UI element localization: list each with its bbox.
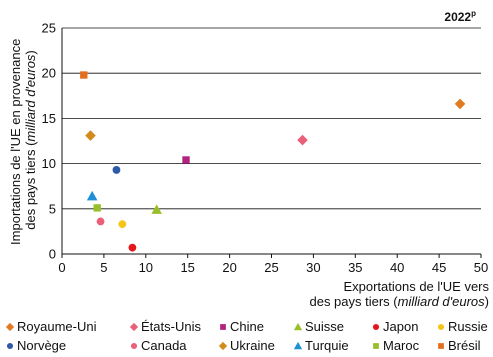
- legend-label-etats-unis: États-Unis: [141, 319, 201, 334]
- x-tick-label-40: 40: [390, 260, 404, 275]
- legend-marker-japon: [372, 323, 380, 331]
- point-canada: [96, 217, 105, 226]
- legend-label-turquie: Turquie: [305, 338, 349, 353]
- legend-label-japon: Japon: [383, 319, 418, 334]
- x-axis-title-line1: Exportations de l'UE vers: [343, 279, 489, 294]
- point-royaume-uni: [454, 98, 466, 110]
- data-points: [80, 71, 466, 252]
- y-tick-label-5: 5: [49, 201, 56, 216]
- axes: [61, 28, 482, 258]
- y-axis-title-line2-suffix: ): [23, 50, 38, 54]
- x-tick-label-15: 15: [180, 260, 194, 275]
- y-axis-title-line2-prefix: des pays tiers (: [23, 141, 38, 230]
- chart-year-label: 2022p: [444, 9, 476, 24]
- y-tick-label-0: 0: [49, 247, 56, 262]
- legend-label-suisse: Suisse: [305, 319, 344, 334]
- point-bresil: [80, 71, 88, 79]
- y-axis-title-line2-italic: milliard d'euros: [23, 54, 38, 142]
- point-norvege: [112, 166, 121, 174]
- legend-marker-canada: [130, 342, 138, 350]
- y-axis-title: Importations de l'UE en provenance des p…: [8, 35, 38, 245]
- x-tick-label-0: 0: [58, 260, 65, 275]
- x-tick-label-30: 30: [306, 260, 320, 275]
- legend-marker-russie: [437, 323, 445, 331]
- x-tick-labels: 0 5 10 15 20 25 30 35 40 45 50: [58, 260, 488, 275]
- legend-marker-norvege: [6, 342, 14, 350]
- point-russie: [118, 220, 127, 229]
- legend-marker-bresil: [438, 343, 444, 349]
- point-suisse: [151, 204, 162, 214]
- legend-label-maroc: Maroc: [383, 338, 420, 353]
- y-tick-label-25: 25: [42, 21, 56, 36]
- legend-label-russie: Russie: [448, 319, 488, 334]
- point-ukraine: [85, 130, 96, 141]
- y-tick-labels: 0 5 10 15 20 25: [42, 21, 56, 262]
- legend-marker-royaume-uni: [5, 322, 15, 332]
- legend-marker-maroc: [373, 343, 379, 349]
- legend-marker-suisse: [293, 322, 303, 331]
- x-axis-title-line2-suffix: ): [485, 294, 489, 309]
- chart-year-superscript: p: [471, 9, 476, 18]
- legend-label-royaume-uni: Royaume-Uni: [17, 319, 97, 334]
- point-turquie: [86, 190, 98, 201]
- x-axis-title-line2-prefix: des pays tiers (: [309, 294, 398, 309]
- y-tick-label-15: 15: [42, 111, 56, 126]
- x-tick-label-25: 25: [264, 260, 278, 275]
- legend-label-chine: Chine: [230, 319, 264, 334]
- legend-marker-chine: [220, 324, 226, 330]
- legend: Royaume-Uni États-Unis Chine Suisse Japon Rus…: [5, 319, 488, 353]
- legend-label-canada: Canada: [141, 338, 187, 353]
- x-tick-label-35: 35: [348, 260, 362, 275]
- legend-marker-turquie: [293, 341, 303, 350]
- x-tick-label-5: 5: [100, 260, 107, 275]
- point-maroc: [93, 204, 101, 212]
- legend-label-bresil: Brésil: [448, 338, 481, 353]
- y-tick-label-10: 10: [42, 156, 56, 171]
- x-tick-label-10: 10: [139, 260, 153, 275]
- x-tick-label-45: 45: [432, 260, 446, 275]
- chart-year: 2022: [444, 10, 471, 24]
- legend-label-ukraine: Ukraine: [230, 338, 275, 353]
- legend-marker-ukraine: [218, 341, 228, 351]
- x-tick-label-20: 20: [222, 260, 236, 275]
- gridlines: [62, 27, 481, 210]
- legend-label-norvege: Norvège: [17, 338, 66, 353]
- x-axis-title-line2: des pays tiers (milliard d'euros): [309, 294, 489, 309]
- point-chine: [182, 156, 190, 164]
- point-japon: [128, 243, 137, 252]
- y-tick-label-20: 20: [42, 66, 56, 81]
- point-etats-unis: [297, 134, 308, 146]
- legend-marker-etats-unis: [129, 322, 139, 332]
- y-axis-title-line1: Importations de l'UE en provenance: [8, 39, 23, 245]
- x-tick-label-50: 50: [474, 260, 488, 275]
- x-axis-title-line2-italic: milliard d'euros: [398, 294, 486, 309]
